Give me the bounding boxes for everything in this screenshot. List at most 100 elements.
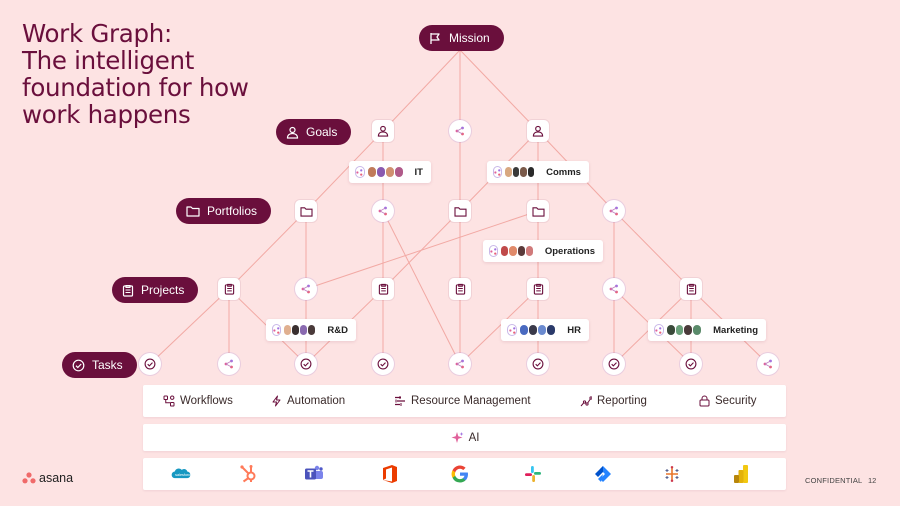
- title-line: Work Graph:: [22, 19, 172, 48]
- feature-reporting[interactable]: Reporting: [580, 385, 647, 417]
- task-share-node[interactable]: [218, 353, 240, 375]
- level-pill-portfolios[interactable]: Portfolios: [176, 198, 272, 224]
- feature-security[interactable]: Security: [699, 385, 757, 417]
- team-chip-operations[interactable]: Operations: [483, 240, 603, 262]
- slack-icon[interactable]: [523, 464, 543, 484]
- office-icon[interactable]: [380, 464, 400, 484]
- confidential-label: CONFIDENTIAL: [805, 476, 863, 485]
- brand-logo[interactable]: asana: [22, 471, 73, 485]
- team-chip-marketing[interactable]: Marketing: [648, 319, 766, 341]
- project-share-node[interactable]: [603, 278, 625, 300]
- task-node[interactable]: [603, 353, 625, 375]
- google-icon[interactable]: [450, 464, 470, 484]
- share-icon: [763, 359, 772, 369]
- team-chip-hr[interactable]: HR: [501, 319, 589, 341]
- feature-bar: Workflows Automation Resource Management…: [143, 385, 786, 417]
- check-circle-icon: [532, 358, 544, 370]
- connector-line: [382, 210, 461, 365]
- team-chip-it[interactable]: IT: [349, 161, 431, 183]
- check-circle-icon: [685, 358, 697, 370]
- share-icon: [272, 324, 282, 336]
- level-label: Goals: [306, 125, 338, 139]
- goal-share-node[interactable]: [449, 120, 471, 142]
- connector-line: [459, 288, 539, 365]
- level-pill-mission[interactable]: Mission: [419, 25, 504, 51]
- page-title: Work Graph: The intelligent foundation f…: [22, 20, 322, 128]
- share-icon: [507, 324, 518, 336]
- jira-icon[interactable]: [593, 464, 613, 484]
- avatar: [526, 166, 536, 178]
- asana-logo-icon: [22, 472, 36, 484]
- level-pill-projects[interactable]: Projects: [112, 277, 199, 303]
- project-node[interactable]: [680, 278, 702, 300]
- level-label: Projects: [141, 283, 185, 297]
- clipboard-icon: [455, 283, 465, 295]
- level-label: Mission: [449, 31, 490, 45]
- task-node[interactable]: [139, 353, 161, 375]
- share-icon: [301, 284, 310, 294]
- avatar: [393, 166, 404, 178]
- ai-label: AI: [468, 431, 480, 444]
- teams-icon[interactable]: [304, 464, 324, 484]
- connector-line: [305, 130, 384, 212]
- portfolio-node[interactable]: [295, 200, 317, 222]
- hubspot-icon[interactable]: [239, 464, 259, 484]
- svg-text:salesforce: salesforce: [175, 473, 191, 477]
- portfolio-node[interactable]: [449, 200, 471, 222]
- goal-node[interactable]: [527, 120, 549, 142]
- check-circle-icon: [608, 358, 620, 370]
- share-icon: [489, 245, 499, 257]
- team-chip-comms[interactable]: Comms: [487, 161, 589, 183]
- share-icon: [355, 166, 365, 178]
- salesforce-icon[interactable]: salesforce: [171, 464, 191, 484]
- portfolio-node[interactable]: [527, 200, 549, 222]
- share-icon: [654, 324, 664, 336]
- clipboard-icon: [686, 283, 696, 295]
- task-node[interactable]: [295, 353, 317, 375]
- clipboard-icon: [122, 284, 134, 297]
- feature-label: Automation: [287, 395, 346, 407]
- share-icon: [224, 359, 233, 369]
- connector-line: [459, 49, 539, 132]
- feature-resource-management[interactable]: Resource Management: [394, 385, 531, 417]
- task-share-node[interactable]: [757, 353, 779, 375]
- goal-node[interactable]: [372, 120, 394, 142]
- task-node[interactable]: [527, 353, 549, 375]
- check-circle-icon: [377, 358, 389, 370]
- avatar: [546, 324, 557, 336]
- integrations-bar: salesforce: [143, 458, 786, 490]
- feature-label: Security: [715, 395, 757, 407]
- project-node[interactable]: [449, 278, 471, 300]
- project-share-node[interactable]: [295, 278, 317, 300]
- project-node[interactable]: [372, 278, 394, 300]
- project-node[interactable]: [218, 278, 240, 300]
- tableau-icon[interactable]: [662, 464, 682, 484]
- project-node[interactable]: [527, 278, 549, 300]
- ai-bar[interactable]: AI: [143, 424, 786, 451]
- team-chip-rnd[interactable]: R&D: [266, 319, 356, 341]
- level-pill-tasks[interactable]: Tasks: [62, 352, 137, 378]
- feature-workflows[interactable]: Workflows: [163, 385, 233, 417]
- task-node[interactable]: [372, 353, 394, 375]
- feature-automation[interactable]: Automation: [271, 385, 345, 417]
- connector-line: [382, 49, 461, 132]
- title-line: foundation for how: [22, 73, 249, 102]
- portfolio-share-node[interactable]: [372, 200, 394, 222]
- feature-label: Workflows: [180, 395, 233, 407]
- avatar: [692, 324, 703, 336]
- reporting-icon: [580, 396, 592, 407]
- team-label: Marketing: [713, 324, 759, 336]
- level-pill-goals[interactable]: Goals: [276, 119, 352, 145]
- task-node[interactable]: [680, 353, 702, 375]
- feature-label: Resource Management: [411, 395, 531, 407]
- workflow-icon: [163, 395, 175, 407]
- powerbi-icon[interactable]: [731, 464, 751, 484]
- lightning-icon: [272, 395, 281, 407]
- share-icon: [378, 206, 387, 216]
- task-share-node[interactable]: [449, 353, 471, 375]
- share-icon: [455, 126, 464, 136]
- portfolio-share-node[interactable]: [603, 200, 625, 222]
- avatar: [524, 245, 534, 257]
- team-label: R&D: [327, 324, 348, 336]
- page-number: 12: [868, 476, 877, 485]
